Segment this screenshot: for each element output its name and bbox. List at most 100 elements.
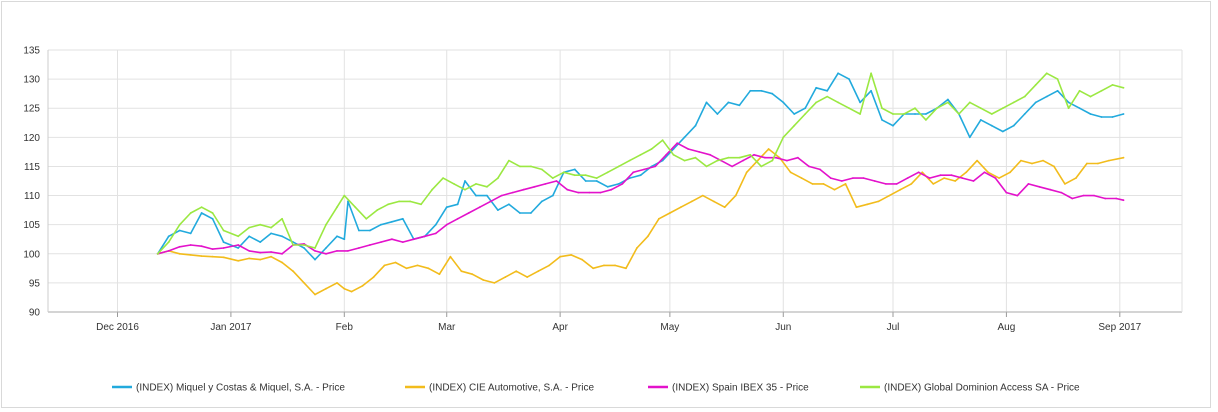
- data-point: [848, 107, 850, 110]
- data-point: [519, 212, 521, 214]
- data-point: [398, 200, 401, 203]
- data-point: [936, 107, 938, 110]
- data-point: [1086, 162, 1088, 165]
- data-point: [237, 259, 240, 262]
- data-point: [200, 212, 203, 214]
- data-point: [423, 235, 426, 238]
- data-point: [508, 203, 510, 206]
- data-point: [903, 113, 905, 115]
- data-point: [358, 247, 360, 249]
- data-point: [442, 177, 444, 180]
- data-point: [987, 171, 989, 174]
- data-point: [1001, 130, 1004, 133]
- data-point: [764, 156, 766, 159]
- data-point: [482, 279, 485, 281]
- data-point: [819, 168, 821, 171]
- data-point: [892, 113, 894, 115]
- data-point: [259, 223, 262, 226]
- x-tick-label: Jun: [775, 322, 791, 333]
- data-point: [489, 200, 492, 203]
- data-point: [1104, 197, 1107, 200]
- data-point: [595, 180, 598, 182]
- data-point: [749, 89, 752, 92]
- legend-label: (INDEX) Spain IBEX 35 - Price: [672, 383, 809, 394]
- data-point: [1097, 162, 1099, 165]
- data-point: [859, 113, 861, 115]
- data-point: [281, 252, 283, 255]
- data-point: [533, 185, 536, 188]
- data-point: [325, 223, 327, 226]
- x-tick-label: Jan 2017: [210, 322, 252, 333]
- data-point: [716, 113, 719, 115]
- data-point: [1122, 156, 1125, 159]
- data-point: [1093, 194, 1096, 197]
- data-point: [595, 177, 598, 180]
- data-point: [200, 245, 203, 248]
- data-point: [679, 206, 682, 209]
- data-point: [369, 229, 371, 232]
- data-point: [1020, 159, 1022, 162]
- data-point: [412, 238, 415, 241]
- data-point: [771, 159, 774, 162]
- data-point: [914, 113, 916, 115]
- data-point: [200, 206, 203, 209]
- data-point: [237, 235, 240, 238]
- data-point: [705, 165, 708, 168]
- data-point: [723, 206, 726, 209]
- data-point: [365, 217, 368, 220]
- data-point: [848, 78, 850, 80]
- data-point: [1107, 159, 1110, 162]
- data-point: [387, 203, 390, 206]
- data-point: [767, 148, 770, 150]
- data-point: [745, 171, 748, 174]
- series-lines: [156, 72, 1125, 296]
- data-point: [877, 200, 880, 203]
- data-point: [420, 203, 422, 206]
- data-point: [237, 247, 240, 249]
- data-point: [584, 180, 587, 182]
- data-point: [511, 191, 514, 194]
- data-point: [1111, 116, 1114, 118]
- data-point: [1031, 162, 1033, 165]
- data-point: [537, 270, 540, 273]
- series-1: [156, 72, 1125, 261]
- data-point: [694, 156, 697, 159]
- data-point: [456, 203, 459, 206]
- data-point: [383, 264, 386, 267]
- data-point: [343, 194, 346, 197]
- data-point: [1027, 183, 1030, 185]
- data-point: [687, 148, 690, 150]
- data-point: [1009, 171, 1011, 174]
- data-point: [259, 258, 262, 261]
- data-point: [906, 177, 909, 180]
- data-point: [486, 194, 488, 197]
- data-point: [336, 282, 338, 284]
- data-point: [1115, 197, 1118, 200]
- data-point: [844, 183, 847, 185]
- data-point: [1122, 86, 1125, 89]
- data-point: [248, 235, 251, 238]
- data-point: [358, 229, 360, 232]
- data-point: [453, 183, 455, 185]
- data-point: [178, 229, 181, 232]
- data-point: [884, 183, 887, 185]
- x-tick-label: Dec 2016: [96, 322, 139, 333]
- data-point: [222, 241, 225, 244]
- data-point: [222, 256, 225, 259]
- data-point: [639, 153, 642, 156]
- data-point: [782, 101, 785, 104]
- data-point: [716, 159, 719, 162]
- grid-lines: [47, 49, 1183, 317]
- y-tick-label: 90: [29, 308, 41, 319]
- data-point: [559, 255, 561, 258]
- data-point: [445, 223, 448, 226]
- data-point: [530, 165, 532, 168]
- data-point: [822, 183, 825, 185]
- data-point: [632, 171, 635, 174]
- data-point: [731, 165, 733, 168]
- data-point: [467, 212, 470, 214]
- data-point: [427, 267, 430, 270]
- data-point: [808, 165, 810, 168]
- data-point: [460, 270, 463, 273]
